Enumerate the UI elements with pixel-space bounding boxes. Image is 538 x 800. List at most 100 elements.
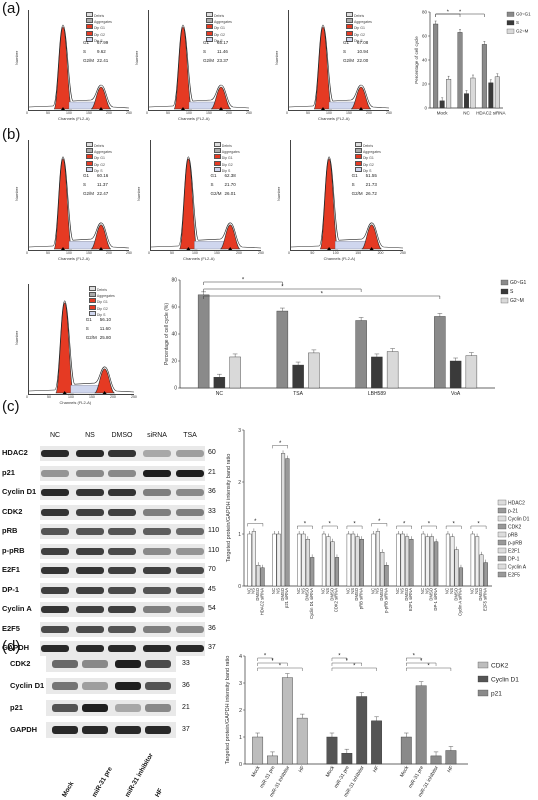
bar: [276, 533, 281, 587]
bar: [305, 538, 310, 587]
blot-band: [143, 606, 171, 613]
blot-row-label: Cyclin D1: [2, 487, 37, 496]
histogram-legend-item: Dip G2: [346, 30, 372, 37]
bar-condition-label: NC: [470, 588, 475, 594]
significance-bracket: [331, 657, 348, 661]
error-bar: [285, 673, 290, 678]
histogram-legend-item: Dip G1: [213, 154, 240, 160]
histogram-legend: Debris Aggregates Dip G1 Dip G2 Dip S: [206, 12, 232, 43]
histogram-svg: [291, 156, 403, 250]
error-bar: [280, 307, 285, 312]
blot-band: [176, 489, 204, 496]
category-label: HF: [372, 765, 381, 774]
bar-condition-label: NC: [271, 588, 276, 594]
histogram-xtick: 100: [186, 111, 192, 115]
blot-band: [145, 704, 171, 712]
blot-band: [143, 547, 171, 555]
phase-stats: G1 57.99 S 9.62 G2/M 22.41: [83, 38, 108, 65]
histogram-legend-item: Dip S: [88, 310, 115, 317]
phase-name: S: [85, 325, 89, 331]
legend-label: DP-1: [508, 557, 520, 563]
histogram-xtick: 150: [214, 251, 220, 255]
phase-stats: G1 60.16 S 11.37 G2/M 22.47: [83, 171, 108, 198]
bar: [296, 717, 308, 765]
phase-stat-row: G2/M 22.41: [83, 56, 108, 65]
legend-label: G0~G1: [510, 280, 526, 286]
bar: [308, 352, 320, 389]
bar: [429, 536, 434, 587]
bar: [446, 78, 452, 109]
blot-band: [176, 469, 204, 477]
significance-star: *: [353, 522, 356, 528]
g1-peak: [55, 302, 74, 394]
blot-band: [76, 450, 104, 457]
significance-star: *: [420, 659, 423, 665]
significance-bracket: [203, 281, 283, 285]
fit-envelope: [151, 156, 261, 249]
legend-label: S: [510, 289, 514, 295]
histogram-xtick: 150: [355, 251, 362, 255]
legend-swatch: [506, 20, 515, 26]
bar: [197, 294, 210, 389]
phase-stats: G1 62.38 S 21.70 G2/M 26.01: [211, 171, 236, 198]
phase-stat-row: S 11.46: [203, 47, 228, 56]
g2-peak: [210, 86, 232, 110]
histogram-legend: Debris Aggregates Dip G1 Dip G2 Dip S: [86, 142, 112, 173]
histogram-legend-item: Aggregates: [354, 148, 381, 154]
histogram-legend-item: Aggregates: [86, 18, 112, 24]
blot-column-label: miR-31 pre: [91, 765, 114, 799]
histogram-xtick: 0: [288, 251, 290, 255]
western-blot-c: NC NS DMSO siRNA TSA HDAC2 60 p21 21 Cyclin D1 36 C…: [0, 424, 225, 656]
blot-band: [82, 726, 108, 734]
bar-condition-label: NC: [395, 588, 400, 594]
bar-condition-label: Cyclin D1 siRNA: [309, 588, 314, 619]
molecular-weight: 60: [208, 449, 216, 456]
significance-bracket: [396, 525, 412, 529]
blot-band: [76, 567, 104, 574]
bar: [488, 82, 494, 109]
histogram-xlabel: Channels (FL2-A): [58, 116, 90, 121]
bar: [449, 360, 462, 389]
blot-row-label: GAPDH: [2, 643, 30, 652]
legend-text: Dip G2: [221, 162, 233, 167]
phase-name: G1: [83, 40, 90, 45]
error-bar: [358, 317, 364, 321]
histogram-legend-item: Dip G1: [86, 154, 112, 160]
legend-label: p-pRB: [508, 541, 523, 547]
y-tick-label: 1: [239, 735, 242, 741]
histogram-xtick: 100: [332, 251, 339, 255]
legend-text: Dip G2: [96, 306, 108, 311]
histogram-legend: Debris Aggregates Dip G1 Dip G2 Dip S: [213, 142, 240, 173]
g2-peak: [90, 86, 112, 110]
histogram-ylabel: Number: [134, 50, 139, 65]
histogram-xtick: 50: [46, 111, 50, 115]
significance-bracket: [421, 525, 437, 529]
bar: [346, 533, 351, 587]
phase-stat-row: G2/M 26.01: [211, 189, 236, 198]
phase-stat-row: G1 65.17: [203, 38, 228, 47]
bar: [479, 554, 484, 587]
peak-marker: [321, 107, 325, 110]
category-label: LBH589: [368, 391, 386, 397]
legend-swatch: [477, 689, 489, 697]
bar-condition-label: NC: [370, 588, 375, 594]
phase-stat-row: S 11.37: [83, 180, 108, 189]
legend-text: Dip S: [94, 38, 103, 43]
error-bar: [359, 692, 364, 697]
y-tick-label: 80: [422, 10, 428, 15]
blot-band: [41, 567, 69, 574]
legend-text: Dip G1: [362, 156, 374, 161]
blot-band: [41, 606, 69, 613]
legend-label: Cyclin D1: [491, 677, 519, 684]
blot-strip: [46, 722, 176, 738]
blot-row-label: p21: [10, 703, 23, 712]
histogram-xtick: 200: [366, 111, 372, 115]
histogram-svg: [29, 156, 129, 250]
histogram-legend-item: Dip S: [213, 166, 240, 173]
histogram-ylabel: Number: [276, 186, 281, 201]
histogram-xtick: 200: [226, 111, 232, 115]
g2-peak: [90, 224, 112, 250]
blot-band: [108, 450, 136, 457]
phase-stat-row: S 9.62: [83, 47, 108, 56]
histogram-xtick: 100: [66, 251, 72, 255]
